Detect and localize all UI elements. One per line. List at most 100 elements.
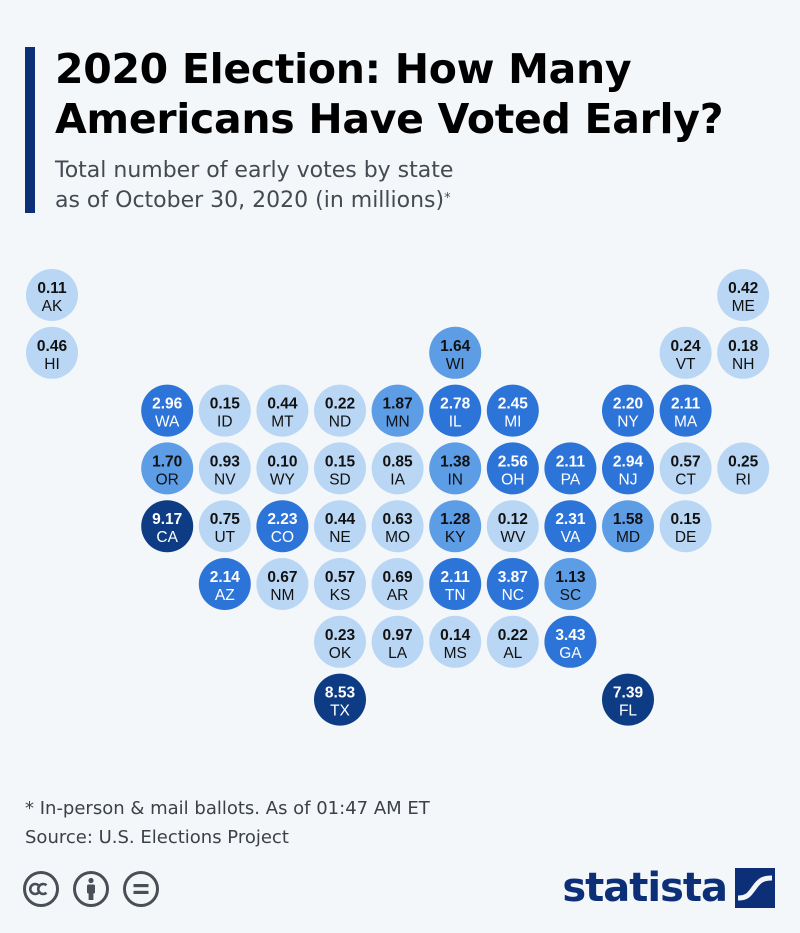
state-value-label: 2.11 (441, 569, 471, 586)
state-value-label: 0.12 (498, 511, 528, 528)
state-code-label: SD (329, 471, 351, 488)
state-code-label: HI (44, 356, 60, 373)
state-value-label: 0.24 (671, 338, 702, 355)
state-code-label: CO (271, 529, 294, 546)
state-circle (602, 673, 654, 726)
state-circle (26, 326, 78, 379)
statista-logo[interactable]: statista (562, 864, 775, 912)
state-code-label: NM (270, 587, 294, 604)
state-value-label: 2.23 (267, 511, 298, 528)
state-value-label: 0.46 (37, 338, 68, 355)
state-circle (659, 500, 712, 553)
state-value-label: 2.11 (556, 453, 586, 470)
state-code-label: MS (444, 645, 467, 662)
state-circle (371, 442, 424, 495)
state-value-label: 0.15 (325, 453, 356, 470)
state-value-label: 0.57 (325, 569, 355, 586)
state-code-label: VA (561, 529, 581, 546)
attribution-icon[interactable] (72, 870, 110, 908)
state-code-label: MN (386, 414, 410, 431)
state-circle (717, 326, 770, 379)
state-code-label: IA (390, 471, 405, 488)
no-derivatives-icon[interactable] (122, 870, 160, 908)
subtitle-line-2-text: as of October 30, 2020 (in millions) (55, 188, 445, 213)
subtitle-line-2: as of October 30, 2020 (in millions)* (55, 186, 755, 216)
state-circle (314, 615, 366, 668)
state-code-label: FL (619, 703, 637, 720)
state-circle (371, 500, 424, 553)
state-value-label: 9.17 (152, 511, 182, 528)
state-value-label: 8.53 (325, 685, 356, 702)
state-value-label: 7.39 (613, 685, 644, 702)
state-circle (429, 442, 482, 495)
state-value-label: 0.57 (671, 453, 701, 470)
state-code-label: TN (445, 587, 466, 604)
state-value-label: 0.93 (210, 453, 241, 470)
state-code-label: OH (501, 471, 524, 488)
state-value-label: 2.78 (440, 396, 471, 413)
state-value-label: 0.85 (383, 453, 414, 470)
state-code-label: NV (214, 471, 236, 488)
state-code-label: KY (445, 529, 466, 546)
state-circle (256, 384, 309, 437)
state-code-label: MD (616, 529, 640, 546)
state-value-label: 0.25 (728, 453, 759, 470)
state-code-label: VT (676, 356, 696, 373)
state-code-label: NY (617, 414, 639, 431)
state-circle (486, 384, 539, 437)
state-circle (198, 558, 251, 610)
subtitle-line-1: Total number of early votes by state (55, 158, 454, 183)
state-circle (717, 442, 770, 495)
state-circle (602, 384, 654, 437)
state-code-label: GA (559, 645, 582, 662)
state-circle (314, 442, 366, 495)
state-code-label: AL (503, 645, 522, 662)
creative-commons-icon[interactable] (22, 870, 60, 908)
state-code-label: NJ (619, 471, 638, 488)
state-circle (429, 384, 482, 437)
title-line-1: 2020 Election: How Many (55, 45, 632, 93)
state-circle (314, 558, 366, 610)
state-code-label: CT (675, 471, 696, 488)
state-code-label: KS (330, 587, 351, 604)
statista-mark-icon (735, 868, 775, 908)
state-code-label: IL (449, 414, 462, 431)
state-circle (544, 558, 597, 610)
state-value-label: 0.14 (440, 627, 471, 644)
state-circle (486, 442, 539, 495)
state-code-label: IN (447, 471, 463, 488)
state-value-label: 3.43 (555, 627, 586, 644)
brand-wordmark: statista (562, 865, 728, 911)
state-circle (141, 500, 194, 553)
state-code-label: NH (732, 356, 754, 373)
state-circle (486, 615, 539, 668)
state-value-label: 2.45 (498, 396, 529, 413)
state-circle (371, 384, 424, 437)
state-circle (659, 326, 712, 379)
state-value-label: 0.97 (383, 627, 413, 644)
state-value-label: 0.15 (210, 396, 241, 413)
state-value-label: 2.20 (613, 396, 643, 413)
state-code-label: ID (217, 414, 233, 431)
state-code-label: PA (561, 471, 581, 488)
state-circle (141, 384, 194, 437)
footnote-block: * In-person & mail ballots. As of 01:47 … (25, 794, 430, 852)
